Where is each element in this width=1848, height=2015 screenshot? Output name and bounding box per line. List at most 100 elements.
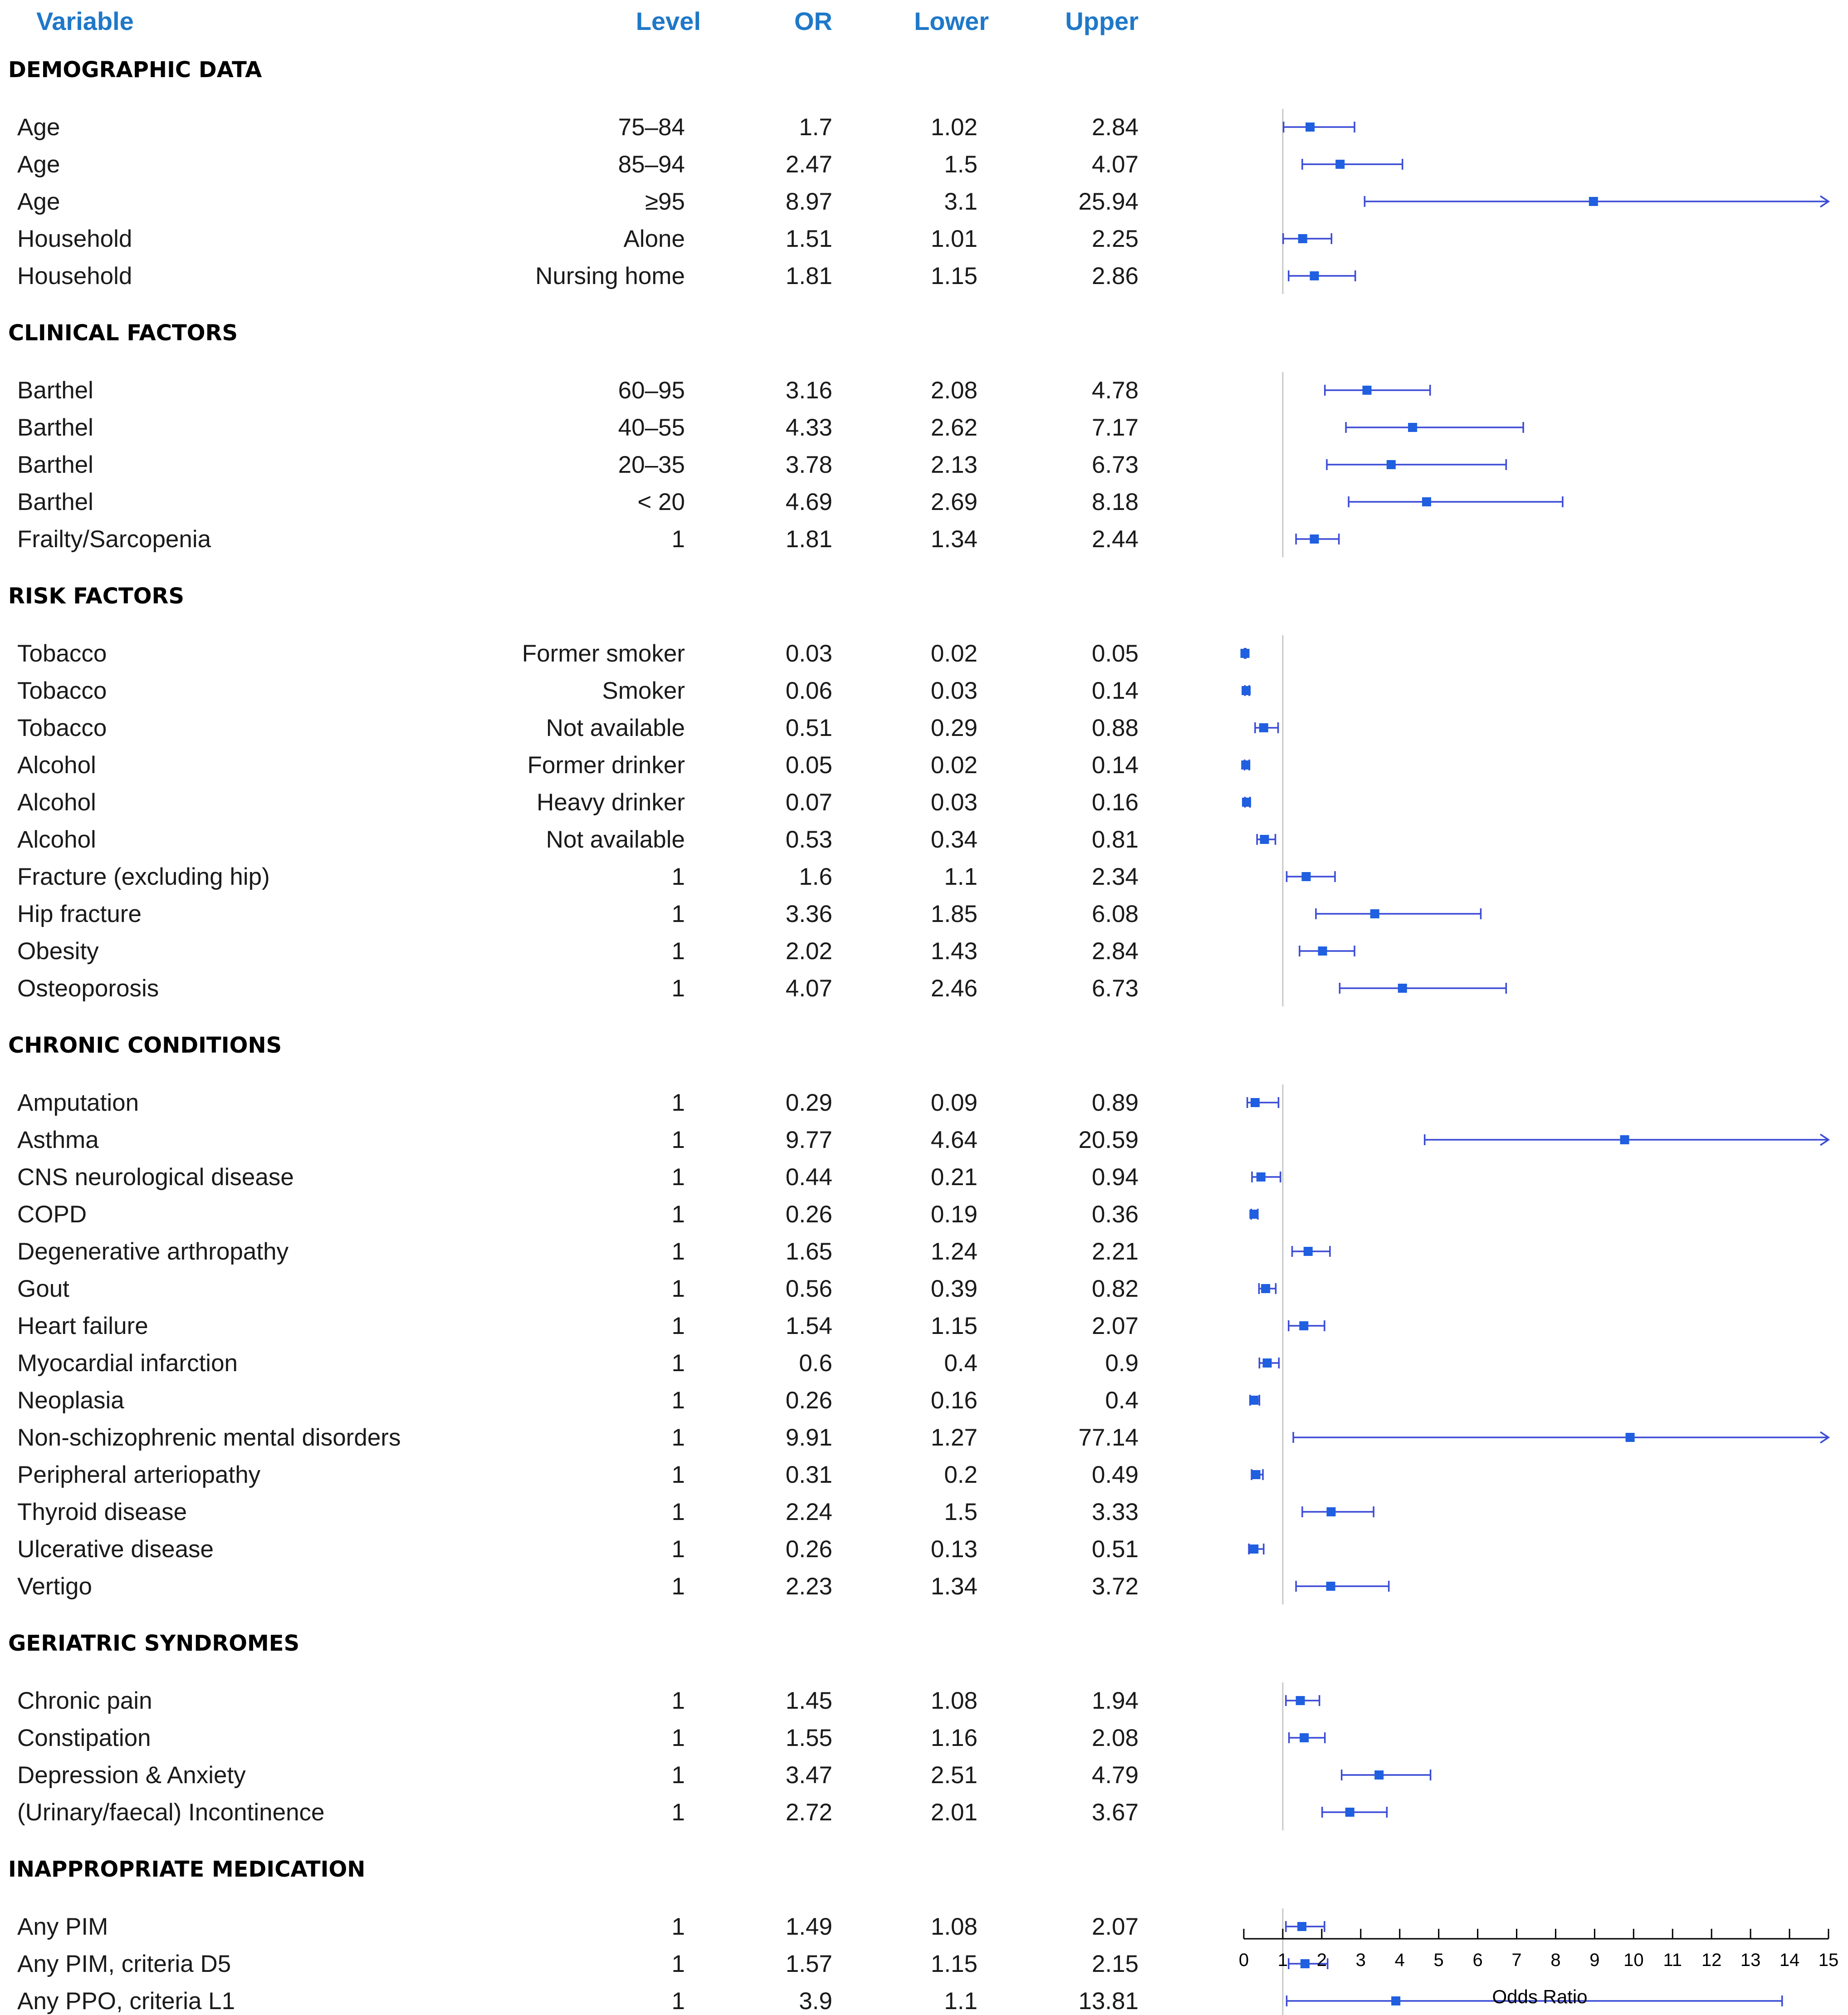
table-row: Depression & Anxiety 1 3.47 2.51 4.79 — [17, 1762, 1139, 1789]
row-or: 1.81 — [786, 263, 832, 289]
x-axis-label: Odds Ratio — [1492, 1986, 1587, 2007]
or-marker — [1241, 760, 1251, 770]
row-or: 2.24 — [786, 1499, 832, 1525]
or-marker — [1335, 160, 1345, 169]
or-marker — [1256, 1172, 1266, 1182]
row-lower: 1.27 — [931, 1424, 978, 1451]
table-row: Gout 1 0.56 0.39 0.82 — [17, 1275, 1139, 1302]
row-upper: 0.51 — [1092, 1536, 1139, 1563]
row-level: 1 — [672, 1127, 685, 1153]
table-row: Barthel < 20 4.69 2.69 8.18 — [17, 489, 1139, 515]
row-or: 1.45 — [786, 1687, 832, 1714]
row-or: 9.77 — [786, 1127, 832, 1153]
row-lower: 1.15 — [931, 1951, 978, 1977]
row-or: 9.91 — [786, 1424, 832, 1451]
table-row: Ulcerative disease 1 0.26 0.13 0.51 — [17, 1536, 1139, 1563]
row-lower: 1.5 — [944, 151, 978, 178]
row-or: 0.03 — [786, 640, 832, 667]
section-title: CLINICAL FACTORS — [8, 320, 238, 346]
row-lower: 1.34 — [931, 1573, 978, 1600]
table-row: Alcohol Former drinker 0.05 0.02 0.14 — [17, 752, 1139, 779]
row-or: 3.78 — [786, 451, 832, 478]
row-lower: 1.1 — [944, 863, 978, 890]
row-lower: 2.51 — [931, 1762, 978, 1789]
x-tick-label: 1 — [1278, 1950, 1288, 1970]
row-level: 1 — [672, 1089, 685, 1116]
or-marker — [1589, 197, 1598, 206]
row-level: 1 — [672, 1536, 685, 1563]
table-row: Peripheral arteriopathy 1 0.31 0.2 0.49 — [17, 1461, 1139, 1488]
table-row: Hip fracture 1 3.36 1.85 6.08 — [17, 901, 1139, 927]
row-upper: 3.33 — [1092, 1499, 1139, 1525]
row-upper: 25.94 — [1078, 188, 1139, 215]
row-level: 1 — [672, 1913, 685, 1940]
table-row: Age 85–94 2.47 1.5 4.07 — [17, 151, 1139, 178]
x-tick-label: 2 — [1317, 1950, 1327, 1970]
table-row: Constipation 1 1.55 1.16 2.08 — [17, 1725, 1139, 1751]
table-row: Alcohol Heavy drinker 0.07 0.03 0.16 — [17, 789, 1139, 816]
x-tick-label: 14 — [1780, 1950, 1800, 1970]
row-upper: 0.14 — [1092, 752, 1139, 779]
row-variable: Barthel — [17, 451, 93, 478]
or-marker — [1326, 1507, 1336, 1516]
row-lower: 2.46 — [931, 975, 978, 1002]
row-variable: Degenerative arthropathy — [17, 1238, 289, 1265]
row-lower: 2.08 — [931, 377, 978, 404]
or-marker — [1310, 271, 1319, 280]
row-or: 0.6 — [799, 1350, 832, 1377]
table-row: Fracture (excluding hip) 1 1.6 1.1 2.34 — [17, 863, 1139, 890]
x-tick-label: 7 — [1511, 1950, 1521, 1970]
row-or: 0.53 — [786, 826, 832, 853]
row-lower: 2.13 — [931, 451, 978, 478]
or-marker — [1398, 984, 1407, 993]
row-or: 1.57 — [786, 1951, 832, 1977]
row-variable: Thyroid disease — [17, 1499, 187, 1525]
or-marker — [1251, 1470, 1261, 1479]
or-marker — [1408, 423, 1418, 432]
row-lower: 1.34 — [931, 526, 978, 553]
table-row: Neoplasia 1 0.26 0.16 0.4 — [17, 1387, 1139, 1414]
or-marker — [1345, 1808, 1354, 1817]
x-tick-label: 15 — [1819, 1950, 1839, 1970]
or-marker — [1625, 1433, 1635, 1442]
row-lower: 0.02 — [931, 752, 978, 779]
section-title: GERIATRIC SYNDROMES — [8, 1631, 299, 1656]
row-lower: 0.34 — [931, 826, 978, 853]
or-marker — [1297, 1922, 1307, 1931]
row-lower: 0.09 — [931, 1089, 978, 1116]
row-or: 0.26 — [786, 1201, 832, 1228]
row-lower: 0.21 — [931, 1164, 978, 1191]
section-title: DEMOGRAPHIC DATA — [8, 57, 262, 83]
row-upper: 77.14 — [1078, 1424, 1139, 1451]
row-or: 0.26 — [786, 1387, 832, 1414]
row-variable: Tobacco — [17, 640, 107, 667]
row-upper: 2.08 — [1092, 1725, 1139, 1751]
row-lower: 0.29 — [931, 715, 978, 741]
row-upper: 0.14 — [1092, 677, 1139, 704]
x-tick-label: 6 — [1472, 1950, 1482, 1970]
or-marker — [1249, 1396, 1259, 1405]
or-marker — [1300, 1959, 1310, 1968]
row-variable: Alcohol — [17, 752, 96, 779]
row-upper: 2.84 — [1092, 114, 1139, 141]
table-row: Frailty/Sarcopenia 1 1.81 1.34 2.44 — [17, 526, 1139, 553]
x-tick-label: 11 — [1663, 1950, 1682, 1970]
x-tick-label: 5 — [1434, 1950, 1444, 1970]
row-or: 1.55 — [786, 1725, 832, 1751]
or-marker — [1260, 835, 1269, 844]
row-upper: 2.34 — [1092, 863, 1139, 890]
row-upper: 2.07 — [1092, 1913, 1139, 1940]
row-upper: 6.73 — [1092, 975, 1139, 1002]
table-row: COPD 1 0.26 0.19 0.36 — [17, 1201, 1139, 1228]
table-row: Household Alone 1.51 1.01 2.25 — [17, 226, 1139, 252]
or-marker — [1391, 1996, 1401, 2005]
row-lower: 2.69 — [931, 489, 978, 515]
or-marker — [1386, 460, 1396, 469]
row-level: 1 — [672, 863, 685, 890]
row-or: 1.65 — [786, 1238, 832, 1265]
row-level: 1 — [672, 1387, 685, 1414]
row-level: 1 — [672, 1201, 685, 1228]
row-or: 0.31 — [786, 1461, 832, 1488]
row-level: 40–55 — [618, 414, 685, 441]
